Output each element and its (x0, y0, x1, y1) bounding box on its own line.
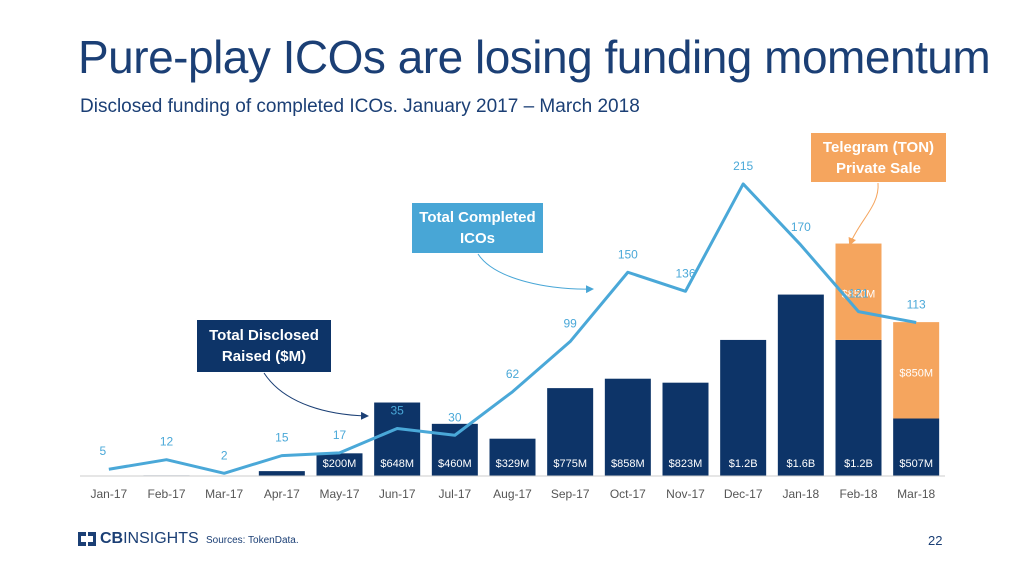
bar-value-label: $1.2B (844, 458, 873, 470)
bar-value-label: $200M (323, 458, 357, 470)
x-tick-label: Feb-18 (839, 487, 877, 501)
bar-value-label: $858M (611, 458, 645, 470)
line-value-label: 35 (390, 403, 404, 417)
x-tick-label: May-17 (319, 487, 359, 501)
bar-value-label: $460M (438, 458, 472, 470)
bar-raised-Oct-17 (604, 378, 651, 476)
bar-value-label: $1.6B (786, 458, 815, 470)
callout-total-raised: Total Disclosed Raised ($M) (197, 320, 331, 372)
bar-raised-Nov-17 (662, 382, 709, 476)
line-value-label: 136 (675, 266, 695, 280)
x-tick-label: Jan-18 (782, 487, 819, 501)
callout-total-icos: Total Completed ICOs (412, 203, 543, 253)
x-tick-label: Mar-17 (205, 487, 243, 501)
bar-raised-Aug-17 (489, 438, 536, 476)
x-tick-label: Dec-17 (724, 487, 763, 501)
line-value-label: 121 (848, 287, 868, 301)
line-value-label: 5 (99, 444, 106, 458)
line-total-icos (108, 182, 917, 475)
x-tick-label: Jan-17 (90, 487, 127, 501)
x-tick-label: Jul-17 (438, 487, 471, 501)
line-value-label: 62 (506, 367, 520, 381)
x-tick-label: Aug-17 (493, 487, 532, 501)
callout-telegram: Telegram (TON) Private Sale (811, 133, 946, 182)
cbinsights-mark-icon (78, 532, 96, 546)
page-number: 22 (928, 533, 943, 548)
line-value-label: 12 (160, 435, 174, 449)
bar-value-label: $775M (553, 458, 587, 470)
bar-raised-Feb-18 (835, 339, 882, 476)
line-value-label: 30 (448, 410, 462, 424)
bar-raised-Mar-18 (893, 418, 940, 476)
bar-telegram-Mar-18 (893, 322, 940, 419)
slide-title: Pure-play ICOs are losing funding moment… (78, 31, 991, 83)
callout-raised-arrow (263, 372, 369, 420)
brand-bold: CB (100, 530, 124, 547)
x-tick-label: Sep-17 (551, 487, 590, 501)
bar-raised-Sep-17 (547, 388, 594, 476)
bar-value-label: $329M (496, 458, 530, 470)
bar-raised-Apr-17 (258, 471, 305, 476)
line-value-label: 215 (733, 159, 753, 173)
x-tick-label: Nov-17 (666, 487, 705, 501)
bar-telegram-label: $850M (842, 289, 876, 301)
callout-icos-arrow (477, 253, 594, 294)
bar-raised-May-17 (316, 453, 363, 476)
bar-raised-Jan-18 (777, 294, 824, 476)
cbinsights-logo: CBINSIGHTS (78, 530, 199, 548)
line-value-label: 2 (221, 448, 228, 462)
line-value-label: 170 (791, 220, 811, 234)
bar-raised-Dec-17 (720, 339, 767, 476)
bar-value-label: $648M (380, 458, 414, 470)
bar-value-label: $823M (669, 458, 703, 470)
line-value-label: 113 (907, 298, 926, 312)
line-value-label: 17 (333, 428, 347, 442)
x-tick-label: Feb-17 (147, 487, 185, 501)
line-value-label: 99 (563, 317, 577, 331)
line-value-label: 15 (275, 431, 289, 445)
brand-rest: INSIGHTS (123, 530, 199, 547)
bar-value-label: $507M (899, 458, 933, 470)
bar-value-label: $1.2B (729, 458, 758, 470)
bar-telegram-label: $850M (899, 367, 933, 379)
x-tick-label: Oct-17 (610, 487, 646, 501)
bar-raised-Jun-17 (374, 402, 421, 476)
x-tick-label: Apr-17 (264, 487, 300, 501)
x-tick-label: Jun-17 (379, 487, 416, 501)
callout-telegram-arrow (848, 182, 879, 246)
line-value-label: 150 (618, 247, 638, 261)
slide-subtitle: Disclosed funding of completed ICOs. Jan… (80, 96, 640, 117)
sources-note: Sources: TokenData. (206, 535, 299, 546)
x-tick-label: Mar-18 (897, 487, 935, 501)
